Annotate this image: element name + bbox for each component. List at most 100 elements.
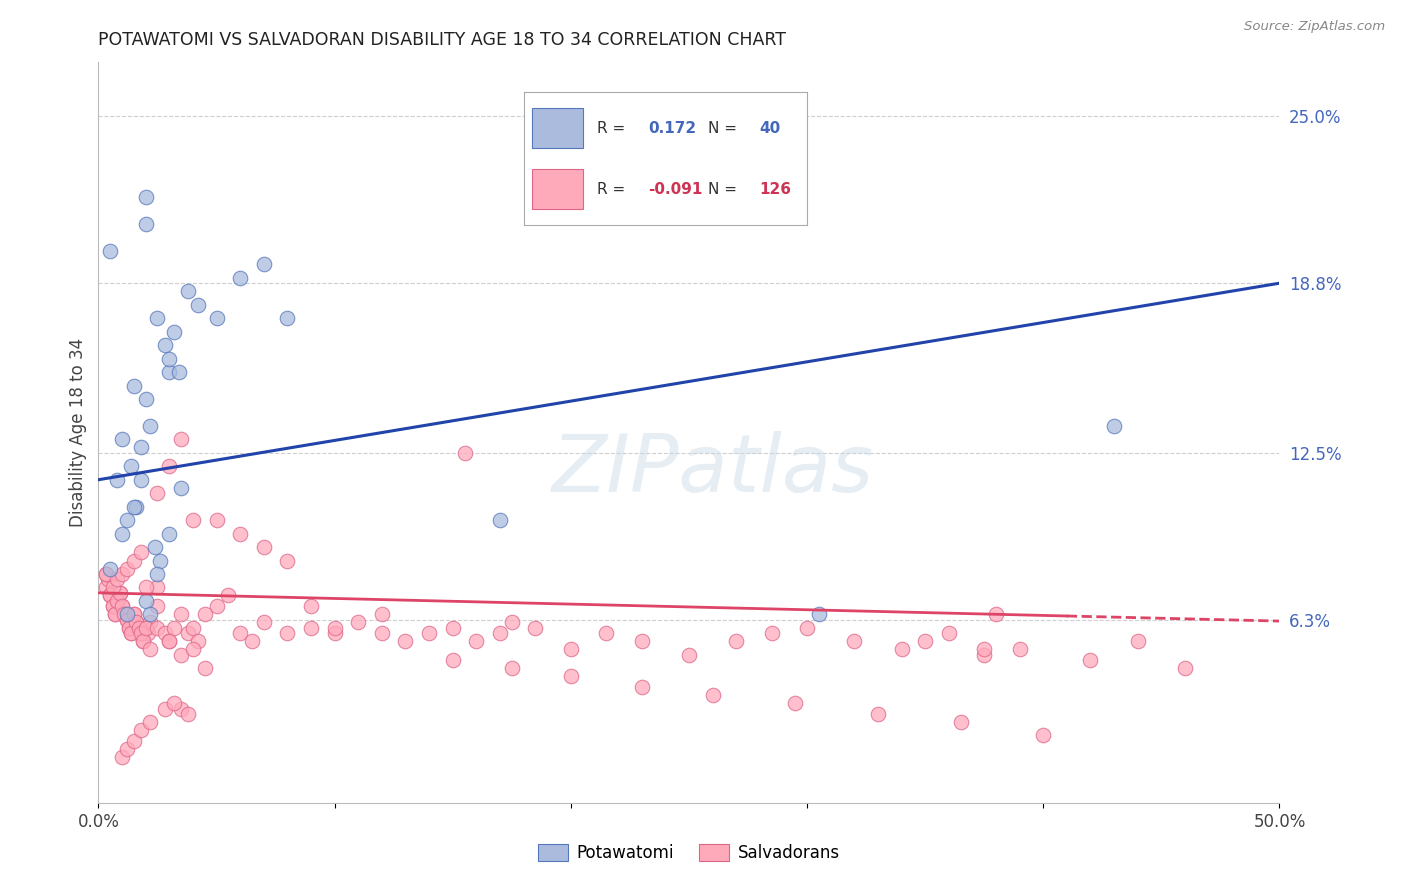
Text: ZIPatlas: ZIPatlas [551,431,873,508]
Point [725,634,748,648]
Point [1102,418,1125,433]
Point [118,621,141,635]
Point [128,621,150,635]
Point [323,621,346,635]
Text: POTAWATOMI VS SALVADORAN DISABILITY AGE 18 TO 34 CORRELATION CHART: POTAWATOMI VS SALVADORAN DISABILITY AGE … [98,31,786,49]
Point [98,561,121,575]
Point [111,750,134,764]
Point [177,706,200,721]
Point [122,734,145,748]
Point [97,572,120,586]
Point [418,626,440,640]
Point [111,433,134,447]
Point [125,500,148,514]
Point [132,634,155,648]
Point [323,626,346,640]
Point [105,594,128,608]
Point [1008,642,1031,657]
Point [187,634,209,648]
Point [153,338,176,352]
Point [170,433,193,447]
Point [143,540,166,554]
Point [702,688,724,702]
Point [125,615,148,630]
Point [94,581,117,595]
Point [115,742,138,756]
Point [136,626,159,640]
Point [115,613,138,627]
Point [276,311,298,326]
Point [630,634,652,648]
Point [441,621,464,635]
Point [194,661,217,675]
Point [163,621,186,635]
Point [132,634,155,648]
Point [394,634,416,648]
Point [125,615,148,630]
Point [101,599,124,614]
Point [139,714,162,729]
Point [98,589,121,603]
Point [761,626,783,640]
Point [135,594,157,608]
Point [111,566,134,581]
Point [111,599,134,614]
Y-axis label: Disability Age 18 to 34: Disability Age 18 to 34 [69,338,87,527]
Point [807,607,830,622]
Point [105,572,128,586]
Point [453,446,475,460]
Point [135,392,157,406]
Point [524,621,547,635]
Point [122,553,145,567]
Point [157,365,180,379]
Point [785,696,807,710]
Point [135,621,157,635]
Point [146,486,169,500]
Point [121,626,143,640]
Point [146,581,169,595]
Point [128,621,150,635]
Point [122,500,145,514]
Point [276,626,298,640]
Point [153,701,176,715]
Point [139,615,162,630]
Point [253,615,276,630]
Point [149,553,172,567]
Point [973,642,995,657]
Point [489,626,512,640]
Point [157,634,180,648]
Point [118,621,141,635]
Point [371,626,394,640]
Point [115,607,138,622]
Point [98,244,121,258]
Point [108,586,131,600]
Point [229,270,252,285]
Point [181,513,204,527]
Point [146,599,169,614]
Point [678,142,700,156]
Point [170,481,193,495]
Point [299,599,322,614]
Point [890,642,912,657]
Point [135,581,157,595]
Point [94,566,117,581]
Point [135,621,157,635]
Point [98,589,121,603]
Point [229,626,252,640]
Point [844,634,866,648]
Point [122,378,145,392]
Point [595,626,617,640]
Point [105,473,128,487]
Point [347,615,370,630]
Point [170,701,193,715]
Point [1032,729,1054,743]
Point [122,607,145,622]
Point [163,325,186,339]
Point [501,615,523,630]
Point [187,298,209,312]
Point [949,714,972,729]
Point [129,626,152,640]
Point [121,459,143,474]
Point [441,653,464,667]
Point [104,607,127,622]
